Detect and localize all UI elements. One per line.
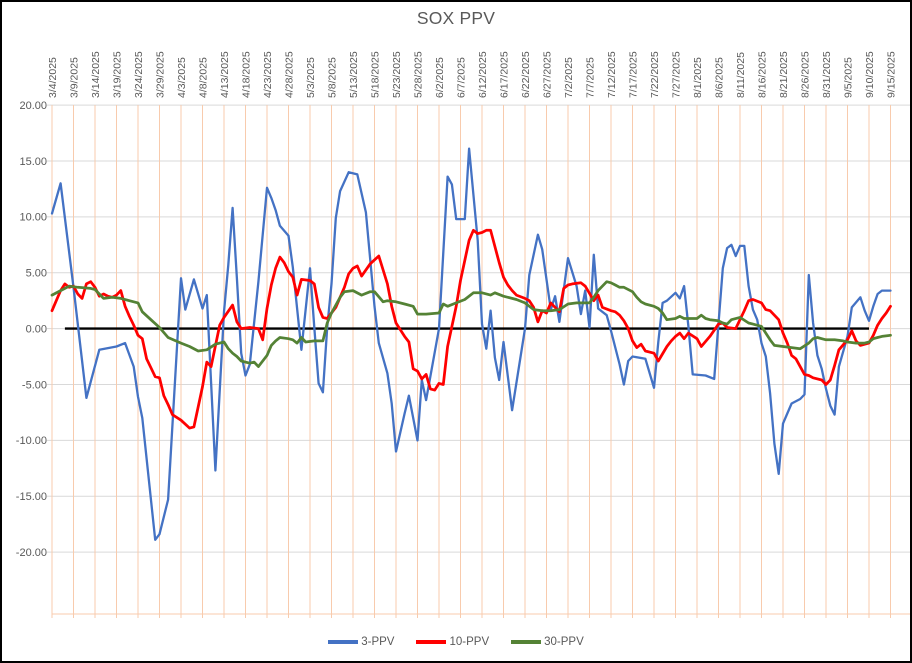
svg-text:4/23/2025: 4/23/2025: [262, 51, 274, 98]
legend: 3-PPV 10-PPV 30-PPV: [2, 636, 910, 648]
svg-text:8/6/2025: 8/6/2025: [714, 57, 726, 98]
svg-text:3/29/2025: 3/29/2025: [155, 51, 167, 98]
legend-item-30ppv: 30-PPV: [511, 636, 584, 648]
svg-text:8/26/2025: 8/26/2025: [800, 51, 812, 98]
svg-text:4/3/2025: 4/3/2025: [176, 57, 188, 98]
svg-text:4/18/2025: 4/18/2025: [241, 51, 253, 98]
svg-text:9/10/2025: 9/10/2025: [864, 51, 876, 98]
svg-text:6/7/2025: 6/7/2025: [456, 57, 468, 98]
svg-text:5/8/2025: 5/8/2025: [327, 57, 339, 98]
series-lines: [50, 147, 892, 541]
svg-text:5/13/2025: 5/13/2025: [348, 51, 360, 98]
x-axis-labels: 3/4/2025 3/9/2025 3/14/2025 3/19/2025 3/24/2…: [47, 51, 898, 98]
svg-text:5/18/2025: 5/18/2025: [370, 51, 382, 98]
svg-text:3/14/2025: 3/14/2025: [90, 51, 102, 98]
svg-text:7/7/2025: 7/7/2025: [585, 57, 597, 98]
svg-text:8/11/2025: 8/11/2025: [735, 52, 747, 98]
svg-text:7/12/2025: 7/12/2025: [606, 51, 618, 98]
y-axis-labels: 20.00 15.00 10.00 5.00 0.00 -5.00 -10.00 -15.00…: [16, 100, 47, 559]
svg-text:3/19/2025: 3/19/2025: [112, 51, 124, 98]
svg-text:3/4/2025: 3/4/2025: [47, 57, 59, 98]
svg-text:4/13/2025: 4/13/2025: [219, 51, 231, 98]
svg-text:3/9/2025: 3/9/2025: [69, 57, 81, 98]
svg-text:8/31/2025: 8/31/2025: [821, 51, 833, 98]
svg-text:8/16/2025: 8/16/2025: [757, 51, 769, 98]
svg-text:5/23/2025: 5/23/2025: [391, 51, 403, 98]
svg-text:6/17/2025: 6/17/2025: [499, 51, 511, 98]
legend-swatch-30ppv-line: [511, 640, 542, 644]
svg-text:4/8/2025: 4/8/2025: [198, 57, 210, 98]
svg-text:5/3/2025: 5/3/2025: [305, 57, 317, 98]
series-line-10-PPV: [50, 228, 892, 430]
svg-text:-15.00: -15.00: [16, 491, 47, 503]
legend-item-10ppv: 10-PPV: [416, 636, 489, 648]
svg-text:-20.00: -20.00: [16, 547, 47, 559]
svg-text:8/1/2025: 8/1/2025: [692, 57, 704, 98]
legend-swatch-3ppv-line: [328, 640, 359, 644]
svg-text:0.00: 0.00: [26, 323, 47, 335]
svg-text:7/17/2025: 7/17/2025: [628, 51, 640, 98]
svg-text:6/22/2025: 6/22/2025: [520, 51, 532, 98]
svg-text:6/27/2025: 6/27/2025: [542, 51, 554, 98]
svg-text:5.00: 5.00: [26, 268, 47, 280]
svg-text:9/15/2025: 9/15/2025: [886, 51, 898, 98]
legend-label-3ppv: 3-PPV: [361, 636, 395, 648]
legend-swatch-10ppv-line: [416, 640, 447, 644]
legend-item-3ppv: 3-PPV: [328, 636, 394, 648]
svg-text:8/21/2025: 8/21/2025: [778, 51, 790, 98]
svg-text:7/2/2025: 7/2/2025: [563, 57, 575, 98]
svg-text:-5.00: -5.00: [22, 379, 47, 391]
legend-label-30ppv: 30-PPV: [544, 636, 584, 648]
svg-text:5/28/2025: 5/28/2025: [413, 51, 425, 98]
svg-text:6/2/2025: 6/2/2025: [434, 57, 446, 98]
svg-text:10.00: 10.00: [19, 212, 47, 224]
series-line-3-PPV: [50, 147, 892, 541]
svg-text:6/12/2025: 6/12/2025: [477, 51, 489, 98]
svg-text:-10.00: -10.00: [16, 435, 47, 447]
svg-text:7/22/2025: 7/22/2025: [649, 51, 661, 98]
svg-text:4/28/2025: 4/28/2025: [284, 51, 296, 98]
svg-text:20.00: 20.00: [19, 100, 47, 112]
legend-label-10ppv: 10-PPV: [449, 636, 490, 648]
svg-text:7/27/2025: 7/27/2025: [671, 51, 683, 98]
svg-text:3/24/2025: 3/24/2025: [133, 51, 145, 98]
chart-title: SOX PPV: [416, 8, 496, 28]
svg-text:9/5/2025: 9/5/2025: [843, 57, 855, 98]
series-line-30-PPV: [50, 280, 892, 368]
vertical-gridlines: [51, 105, 891, 618]
svg-text:15.00: 15.00: [19, 156, 47, 168]
